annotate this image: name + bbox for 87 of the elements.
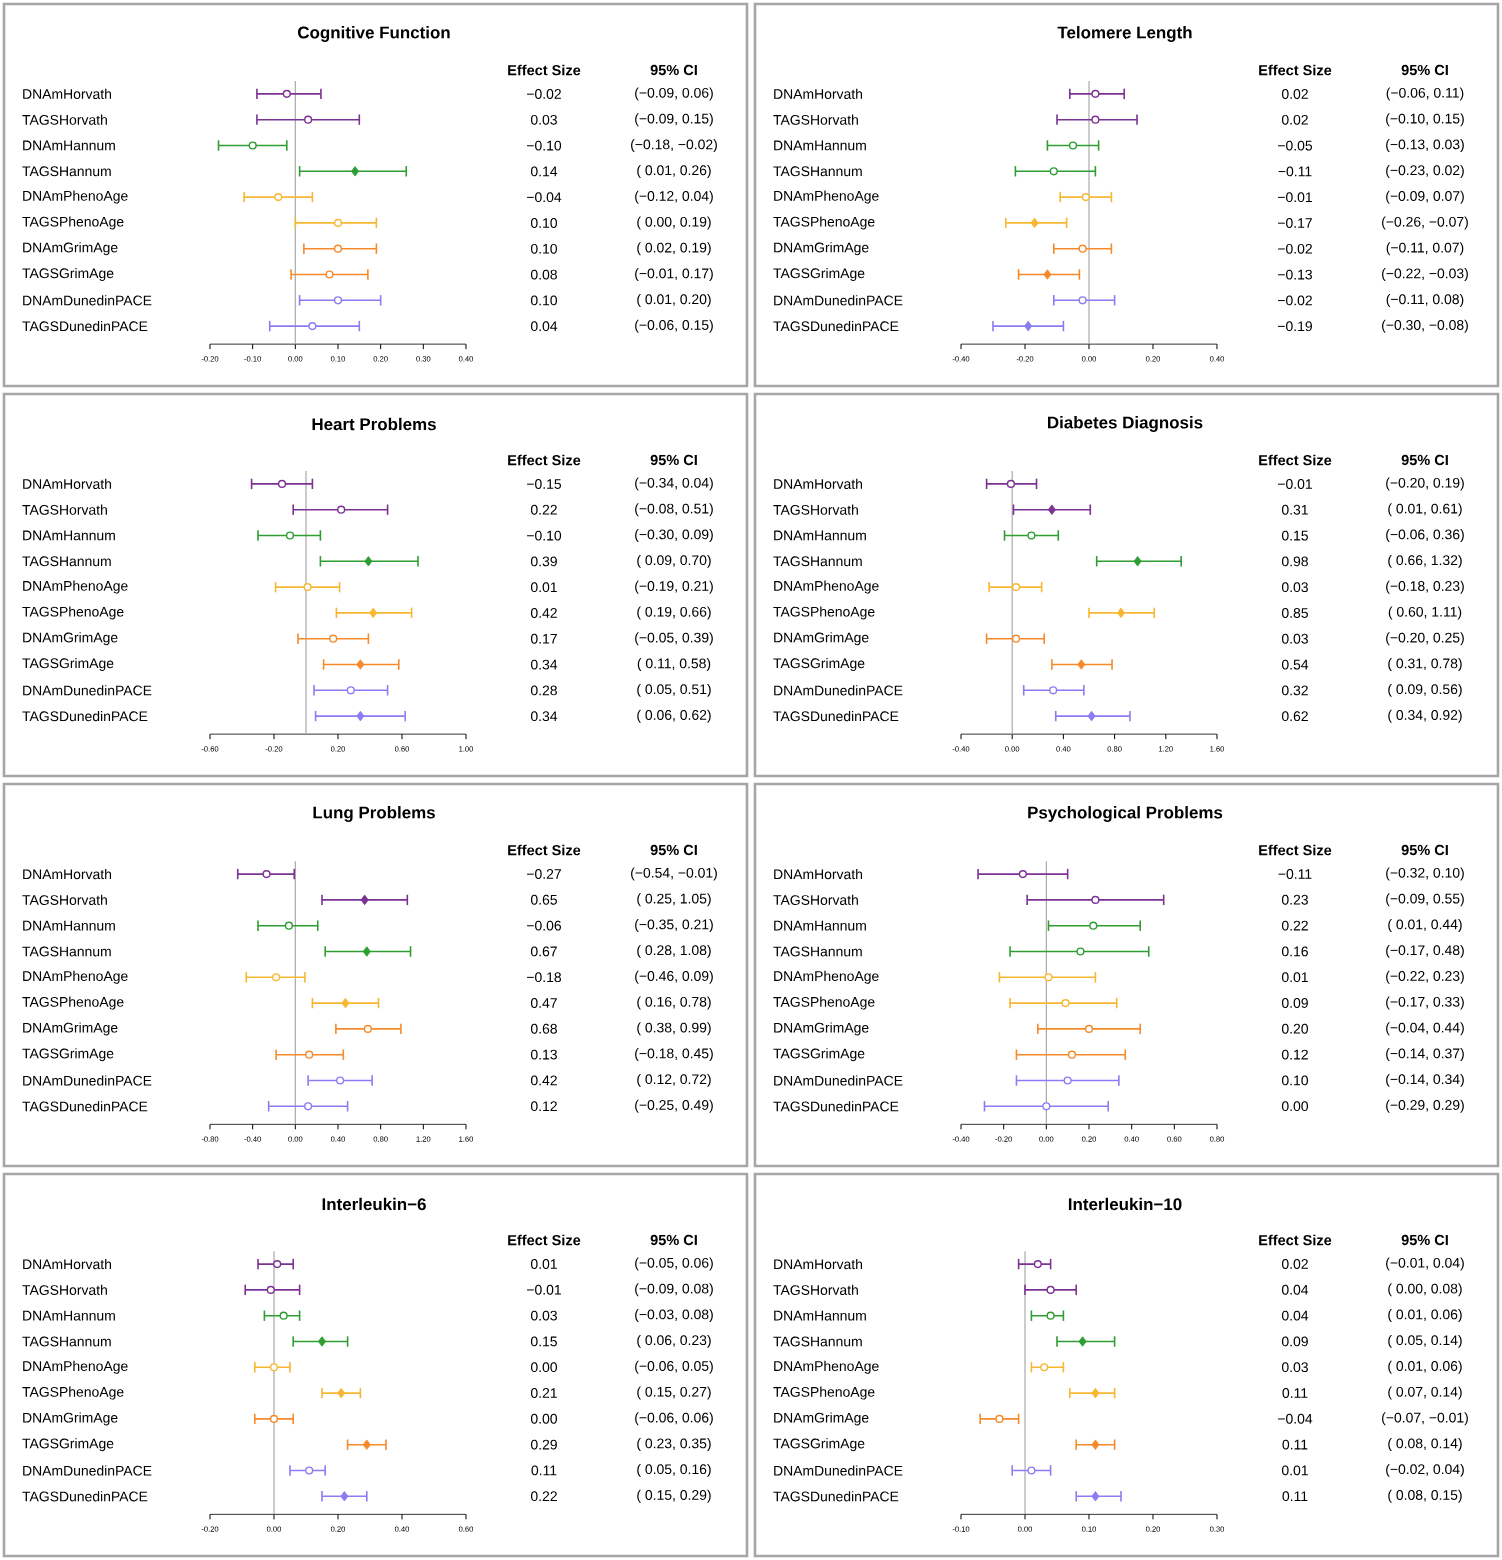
point [1043, 269, 1052, 280]
point [364, 556, 373, 567]
point [1049, 686, 1058, 695]
point [362, 946, 371, 957]
point [1077, 659, 1086, 670]
point [1006, 479, 1016, 488]
point [318, 1336, 326, 1347]
point [346, 686, 355, 695]
chart-title: Cognitive Function [298, 26, 450, 42]
point [351, 166, 360, 177]
chart-title: Telomere Length [1057, 26, 1192, 42]
point [1061, 998, 1070, 1008]
chart-title: Heart Problems [312, 417, 436, 431]
chart-title: Interleukin−6 [322, 1197, 426, 1211]
point [337, 1387, 346, 1399]
point [1027, 1466, 1036, 1475]
point [337, 505, 346, 514]
point [1027, 531, 1036, 540]
point [308, 321, 317, 331]
point [1049, 167, 1058, 176]
point [1011, 634, 1021, 643]
point [1067, 1050, 1077, 1059]
point [1044, 973, 1053, 982]
point [1040, 1363, 1049, 1372]
point [362, 1439, 371, 1450]
point [1133, 556, 1142, 567]
point [1091, 895, 1100, 904]
point [369, 607, 378, 619]
point [304, 1102, 313, 1111]
point [333, 244, 343, 253]
point [1046, 1311, 1055, 1320]
point [303, 582, 312, 592]
point [269, 1414, 279, 1423]
point [1091, 1439, 1100, 1450]
point [273, 1259, 282, 1269]
point [1011, 582, 1021, 592]
point [262, 869, 271, 879]
point [1046, 1285, 1055, 1294]
point [1078, 244, 1087, 253]
point [248, 141, 257, 150]
point [282, 89, 291, 98]
point [1087, 710, 1096, 722]
point [1042, 1102, 1051, 1111]
point [363, 1024, 372, 1033]
point [1063, 1076, 1072, 1085]
point [325, 270, 334, 279]
chart-title: Lung Problems [313, 806, 435, 822]
point [333, 296, 343, 305]
point [1078, 296, 1087, 305]
point [995, 1414, 1004, 1423]
point [1084, 1024, 1094, 1033]
point [1076, 947, 1085, 956]
point [274, 192, 283, 202]
point [1089, 921, 1098, 930]
point [1068, 141, 1078, 150]
point [272, 973, 281, 982]
point [333, 218, 343, 227]
point [1091, 89, 1100, 98]
point [1081, 192, 1090, 202]
point [1030, 217, 1039, 229]
chart-title: Psychological Problems [1028, 806, 1223, 822]
point [360, 894, 369, 906]
point [1091, 115, 1100, 124]
point [340, 1491, 349, 1502]
point [329, 634, 338, 643]
point [304, 115, 313, 124]
point [269, 1363, 279, 1372]
point [277, 479, 287, 488]
point [266, 1285, 275, 1294]
point [279, 1311, 288, 1320]
point [1033, 1259, 1042, 1269]
point [1078, 1336, 1087, 1347]
point [1091, 1387, 1100, 1399]
point [356, 659, 365, 670]
point [1091, 1491, 1100, 1502]
point [1018, 869, 1027, 879]
chart-title: Diabetes Diagnosis [1048, 416, 1203, 432]
point [1047, 504, 1056, 515]
point [305, 1050, 314, 1059]
point [356, 710, 365, 722]
point [285, 531, 295, 540]
point [1024, 320, 1033, 332]
point [341, 997, 350, 1009]
point [336, 1076, 345, 1085]
point [305, 1466, 314, 1475]
chart-title: Interleukin−10 [1068, 1197, 1182, 1211]
point [284, 921, 294, 930]
